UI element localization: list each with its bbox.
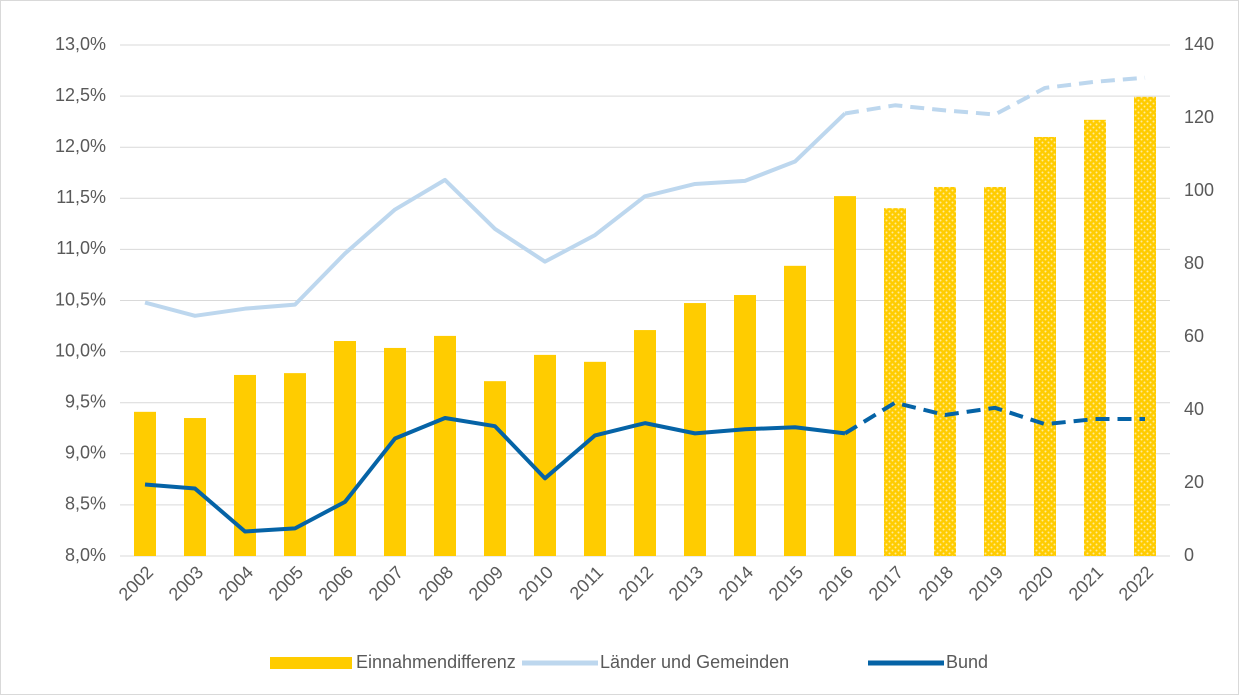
bar (284, 373, 306, 556)
bar (134, 411, 156, 556)
y2-tick-label: 140 (1184, 34, 1214, 54)
y-tick-label: 11,0% (56, 238, 106, 258)
bar (734, 295, 756, 556)
legend-label: Länder und Gemeinden (600, 652, 789, 672)
bar (1084, 119, 1106, 556)
y-tick-label: 13,0% (55, 34, 106, 54)
bar (784, 265, 806, 556)
line-series (844, 75, 1146, 117)
bar (634, 330, 656, 556)
line-series (843, 400, 1145, 436)
legend-label: Einnahmendifferenz (356, 652, 516, 672)
bar (534, 354, 556, 556)
y2-tick-label: 60 (1184, 326, 1204, 346)
y-tick-label: 9,0% (65, 443, 106, 463)
bar (484, 381, 506, 556)
bar (984, 186, 1006, 557)
y-tick-label: 11,5% (56, 187, 106, 207)
bar (884, 208, 906, 556)
bar (384, 347, 406, 556)
y-tick-label: 12,0% (55, 136, 106, 156)
legend-swatch (270, 657, 352, 669)
legend-label: Bund (946, 652, 988, 672)
bar (684, 303, 706, 556)
y2-tick-label: 100 (1184, 180, 1214, 200)
bar (334, 341, 356, 556)
y2-tick-label: 120 (1184, 107, 1214, 127)
y-tick-label: 10,5% (55, 289, 106, 309)
y-tick-label: 10,0% (55, 340, 106, 360)
y-tick-label: 9,5% (65, 391, 106, 411)
line-series (144, 112, 847, 318)
y-tick-label: 8,0% (65, 545, 106, 565)
bar (584, 361, 606, 556)
bar (1034, 136, 1056, 557)
y2-tick-label: 20 (1184, 472, 1204, 492)
bar (934, 186, 956, 557)
y2-tick-label: 40 (1184, 399, 1204, 419)
y2-tick-label: 80 (1184, 253, 1204, 273)
y2-tick-label: 0 (1184, 545, 1194, 565)
y-tick-label: 12,5% (55, 85, 106, 105)
line-series (144, 416, 846, 534)
bar (434, 335, 456, 556)
bar (834, 196, 856, 557)
bar (1134, 96, 1156, 556)
bar (234, 374, 256, 556)
y-tick-label: 8,5% (65, 494, 106, 514)
